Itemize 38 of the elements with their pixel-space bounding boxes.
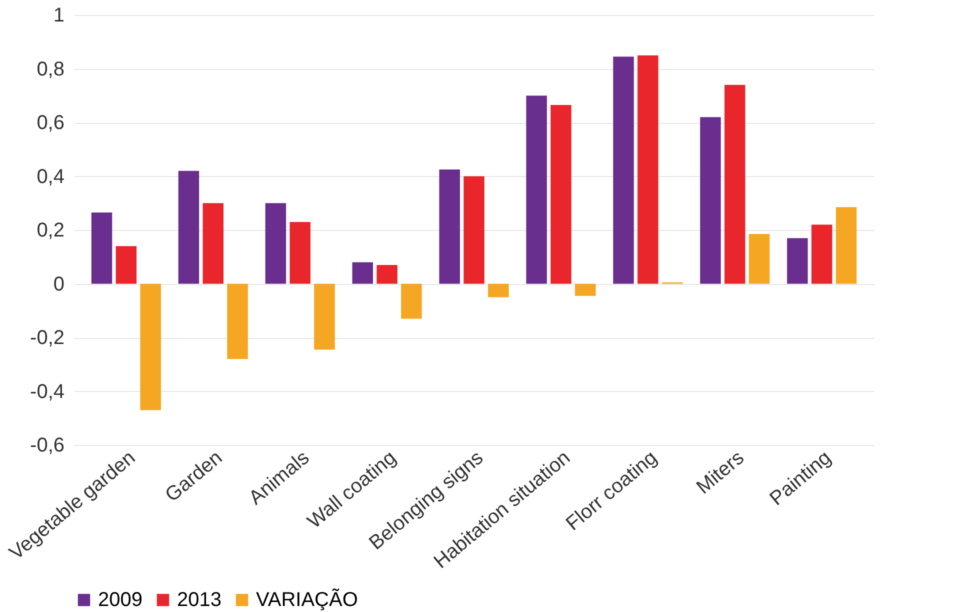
bar xyxy=(116,246,137,284)
bar xyxy=(376,264,398,284)
y-tick-label: -0,2 xyxy=(30,327,64,349)
y-tick-label: 0,8 xyxy=(36,58,64,80)
y-tick-label: -0,6 xyxy=(30,434,64,456)
legend-label: VARIAÇÃO xyxy=(256,588,358,611)
bar xyxy=(202,203,224,284)
legend-label: 2013 xyxy=(177,589,222,611)
bar xyxy=(574,284,596,296)
bar xyxy=(613,56,634,284)
bar xyxy=(526,96,547,284)
bar xyxy=(140,284,161,410)
bar xyxy=(748,234,770,284)
y-tick-label: 0,2 xyxy=(36,220,64,242)
bar xyxy=(91,212,112,284)
bar xyxy=(401,284,422,319)
bar xyxy=(352,262,374,284)
legend-label: 2009 xyxy=(98,589,142,611)
bar xyxy=(464,176,484,284)
bar xyxy=(227,284,248,359)
bar xyxy=(811,224,832,284)
bar xyxy=(787,238,808,284)
y-tick-label: 1 xyxy=(53,4,64,26)
y-tick-label: 0,6 xyxy=(36,112,64,134)
bar xyxy=(290,222,310,284)
bar xyxy=(314,284,335,350)
bar xyxy=(178,170,200,284)
bar xyxy=(550,105,572,284)
y-tick-label: 0 xyxy=(53,273,64,296)
bar xyxy=(836,207,857,284)
bar xyxy=(700,117,721,284)
bar xyxy=(638,55,658,284)
bar xyxy=(488,284,509,298)
bar xyxy=(265,203,286,284)
bar xyxy=(439,170,460,284)
y-tick-label: -0,4 xyxy=(30,380,64,403)
y-tick-label: 0,4 xyxy=(36,166,64,188)
bar xyxy=(724,84,746,284)
